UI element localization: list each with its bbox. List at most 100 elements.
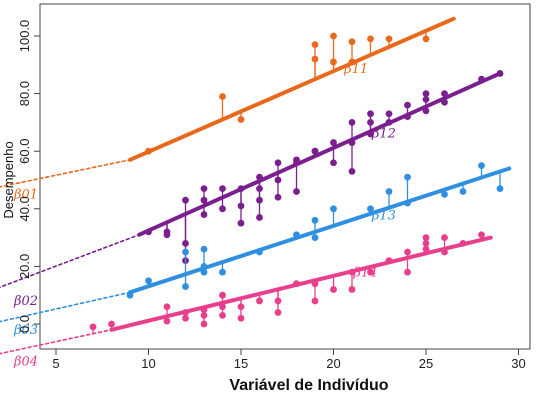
data-point bbox=[200, 185, 208, 193]
x-tick-label: 15 bbox=[234, 356, 248, 371]
data-point bbox=[163, 231, 171, 239]
intercept-annotation: β03 bbox=[13, 323, 38, 338]
data-point bbox=[219, 185, 226, 193]
data-point bbox=[385, 257, 393, 265]
data-point bbox=[163, 303, 171, 311]
slope-annotation: β12 bbox=[371, 126, 396, 141]
data-point bbox=[404, 248, 411, 256]
data-point bbox=[367, 268, 374, 276]
data-point bbox=[348, 38, 356, 46]
y-tick-label: 80.0 bbox=[17, 81, 32, 106]
data-point bbox=[385, 119, 393, 126]
data-point bbox=[311, 55, 319, 63]
data-point bbox=[385, 110, 393, 118]
data-point bbox=[256, 297, 263, 305]
data-point bbox=[274, 309, 282, 316]
y-tick-label: 60.0 bbox=[17, 139, 32, 164]
data-point bbox=[182, 196, 189, 204]
y-tick-label: 20.0 bbox=[17, 254, 32, 279]
data-point bbox=[237, 219, 245, 227]
slope-annotation: β14 bbox=[352, 265, 377, 280]
data-point bbox=[200, 196, 208, 204]
data-point bbox=[422, 239, 430, 247]
data-point bbox=[200, 211, 208, 218]
data-point bbox=[441, 98, 448, 106]
data-point bbox=[330, 32, 337, 40]
data-point bbox=[478, 162, 485, 170]
x-tick-label: 10 bbox=[141, 356, 155, 371]
data-point bbox=[256, 173, 263, 181]
data-point bbox=[404, 268, 411, 276]
x-tick-label: 25 bbox=[419, 356, 433, 371]
data-point bbox=[237, 314, 245, 322]
data-point bbox=[330, 139, 337, 146]
data-point bbox=[330, 286, 337, 293]
data-point bbox=[404, 199, 411, 207]
x-tick-label: 5 bbox=[52, 356, 59, 371]
data-point bbox=[219, 291, 226, 299]
data-point bbox=[311, 234, 319, 242]
data-point bbox=[478, 75, 485, 83]
data-point bbox=[145, 277, 152, 285]
data-point bbox=[404, 101, 411, 109]
data-point bbox=[441, 234, 448, 242]
data-point bbox=[478, 231, 485, 239]
data-point bbox=[422, 107, 430, 115]
x-axis-title: Variável de Indivíduo bbox=[229, 377, 388, 394]
slope-annotation: β13 bbox=[371, 208, 396, 223]
intercept-trace bbox=[0, 328, 113, 355]
intercept-trace bbox=[0, 291, 131, 323]
data-point bbox=[293, 159, 300, 167]
data-point bbox=[219, 205, 226, 213]
data-point bbox=[219, 311, 226, 319]
data-point bbox=[422, 245, 430, 253]
data-point bbox=[422, 35, 430, 43]
data-point bbox=[422, 90, 430, 97]
data-point bbox=[348, 167, 356, 175]
data-point bbox=[200, 245, 208, 253]
data-point bbox=[219, 93, 226, 100]
data-point bbox=[274, 159, 282, 167]
y-tick-label: 0.0 bbox=[17, 315, 32, 333]
data-point bbox=[89, 323, 97, 331]
data-point bbox=[256, 248, 263, 256]
data-point bbox=[182, 248, 189, 256]
y-axis-title: Desempenho bbox=[1, 141, 16, 218]
slope-annotation: β11 bbox=[343, 62, 368, 77]
data-point bbox=[311, 280, 319, 288]
y-tick-label: 40.0 bbox=[17, 196, 32, 221]
data-point bbox=[293, 231, 300, 239]
data-point bbox=[330, 159, 337, 167]
data-point bbox=[330, 205, 337, 213]
data-point bbox=[311, 147, 319, 155]
data-point bbox=[404, 173, 411, 181]
data-point bbox=[404, 113, 411, 121]
data-point bbox=[330, 58, 337, 66]
data-point bbox=[385, 35, 393, 43]
data-point bbox=[293, 188, 300, 195]
data-point bbox=[441, 191, 448, 198]
data-point bbox=[348, 286, 356, 293]
data-point bbox=[145, 228, 152, 236]
data-point bbox=[200, 268, 208, 276]
data-point bbox=[385, 188, 393, 195]
x-tick-label: 30 bbox=[511, 356, 525, 371]
intercept-annotation: β04 bbox=[13, 354, 38, 369]
data-point bbox=[108, 320, 115, 328]
plot-frame bbox=[39, 3, 531, 350]
intercept-trace bbox=[0, 159, 131, 188]
x-tick-label: 20 bbox=[326, 356, 340, 371]
data-point bbox=[256, 214, 263, 221]
data-point bbox=[182, 283, 189, 290]
data-point bbox=[237, 116, 245, 123]
data-point bbox=[163, 317, 171, 325]
data-point bbox=[367, 110, 374, 118]
data-point bbox=[200, 320, 208, 328]
data-point bbox=[311, 297, 319, 305]
intercept-annotation: β01 bbox=[13, 187, 38, 202]
data-point bbox=[311, 216, 319, 224]
data-point bbox=[496, 70, 504, 77]
data-point bbox=[367, 35, 374, 43]
data-point bbox=[422, 95, 430, 103]
